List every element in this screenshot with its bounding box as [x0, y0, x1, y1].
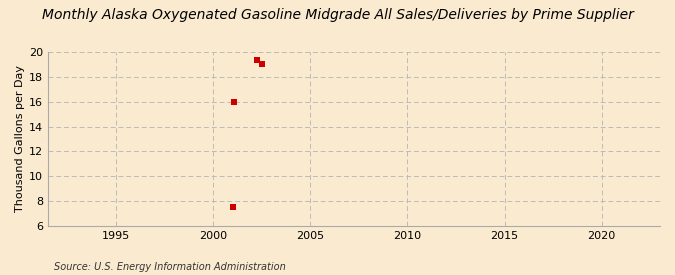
Point — [229, 100, 240, 104]
Point — [252, 58, 263, 62]
Text: Source: U.S. Energy Information Administration: Source: U.S. Energy Information Administ… — [54, 262, 286, 272]
Point — [227, 205, 238, 210]
Text: Monthly Alaska Oxygenated Gasoline Midgrade All Sales/Deliveries by Prime Suppli: Monthly Alaska Oxygenated Gasoline Midgr… — [42, 8, 633, 22]
Point — [256, 62, 267, 66]
Y-axis label: Thousand Gallons per Day: Thousand Gallons per Day — [15, 65, 25, 213]
